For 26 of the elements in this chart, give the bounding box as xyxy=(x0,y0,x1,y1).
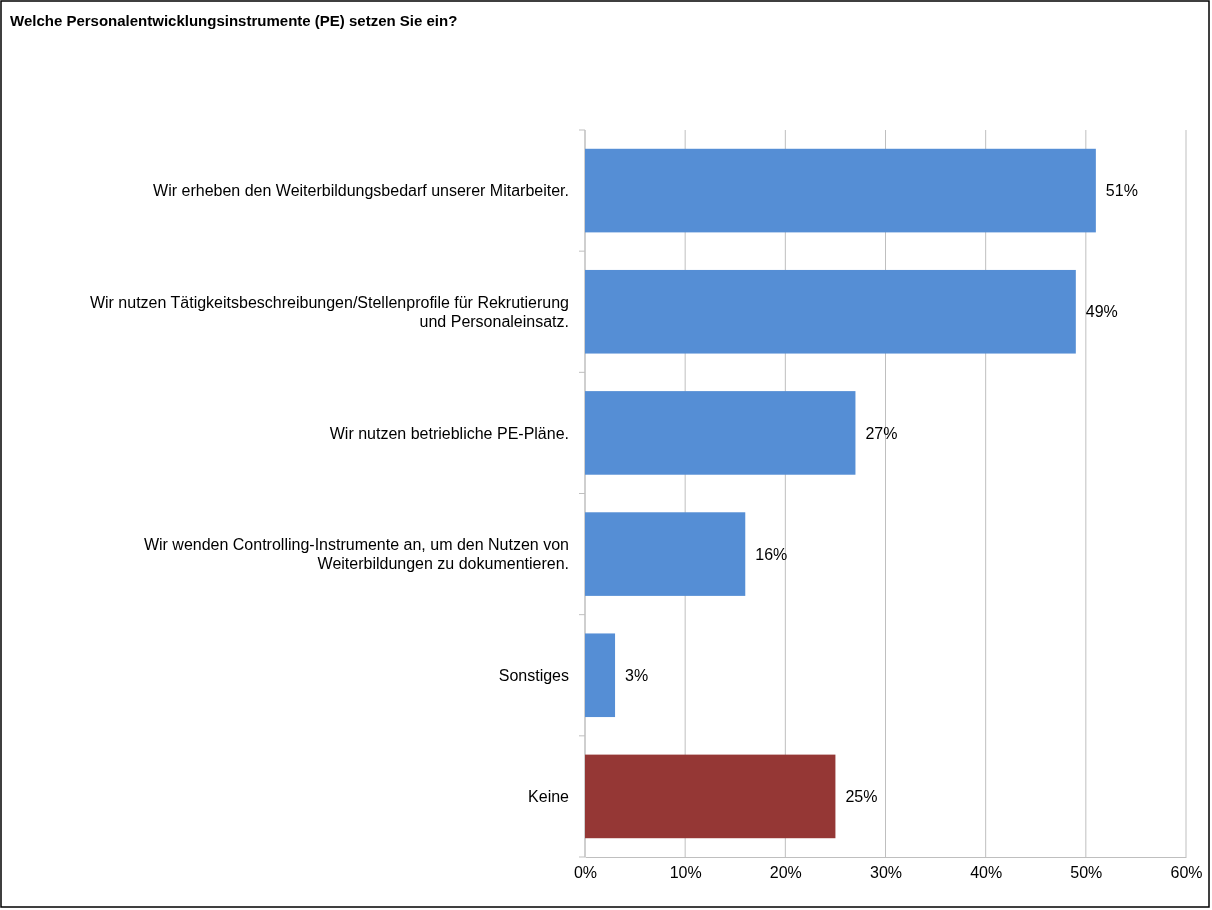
data-label: 51% xyxy=(1105,182,1138,200)
x-tick-label: 10% xyxy=(669,864,702,882)
bar xyxy=(585,633,616,718)
x-tick-label: 30% xyxy=(869,864,903,882)
data-label: 25% xyxy=(845,788,878,806)
x-tick-label: 0% xyxy=(573,864,598,882)
y-tick-label: Sonstiges xyxy=(498,666,569,684)
bar xyxy=(585,754,836,839)
y-tick-label: Keine xyxy=(528,788,570,806)
bar xyxy=(585,512,746,596)
y-tick-label: Wir nutzen Tätigkeitsbeschreibungen/Stellenprofile für Rekrutierung und Personaleinsatz. xyxy=(89,293,569,330)
x-tick-label: 40% xyxy=(970,864,1003,882)
x-tick-label: 60% xyxy=(1170,864,1203,882)
y-tick-label: Wir erheben den Weiterbildungsbedarf unserer Mitarbeiter. xyxy=(153,182,569,200)
bar xyxy=(585,269,1076,354)
data-label: 3% xyxy=(625,666,649,684)
data-label: 27% xyxy=(865,424,898,442)
y-tick-label: Wir wenden Controlling-Instrumente an, um den Nutzen von Weiterbildungen zu dokumentieren. xyxy=(143,536,569,573)
bar xyxy=(585,148,1096,233)
data-label: 49% xyxy=(1085,303,1118,321)
bar xyxy=(585,391,856,475)
x-tick-label: 20% xyxy=(769,864,802,882)
text: Welche Personalentwicklungsinstrumente (PE) setzen Sie ein? xyxy=(10,12,458,29)
data-label: 16% xyxy=(755,545,788,563)
y-tick-label: Wir nutzen betriebliche PE-Pläne. xyxy=(329,424,569,442)
x-tick-label: 50% xyxy=(1070,864,1103,882)
